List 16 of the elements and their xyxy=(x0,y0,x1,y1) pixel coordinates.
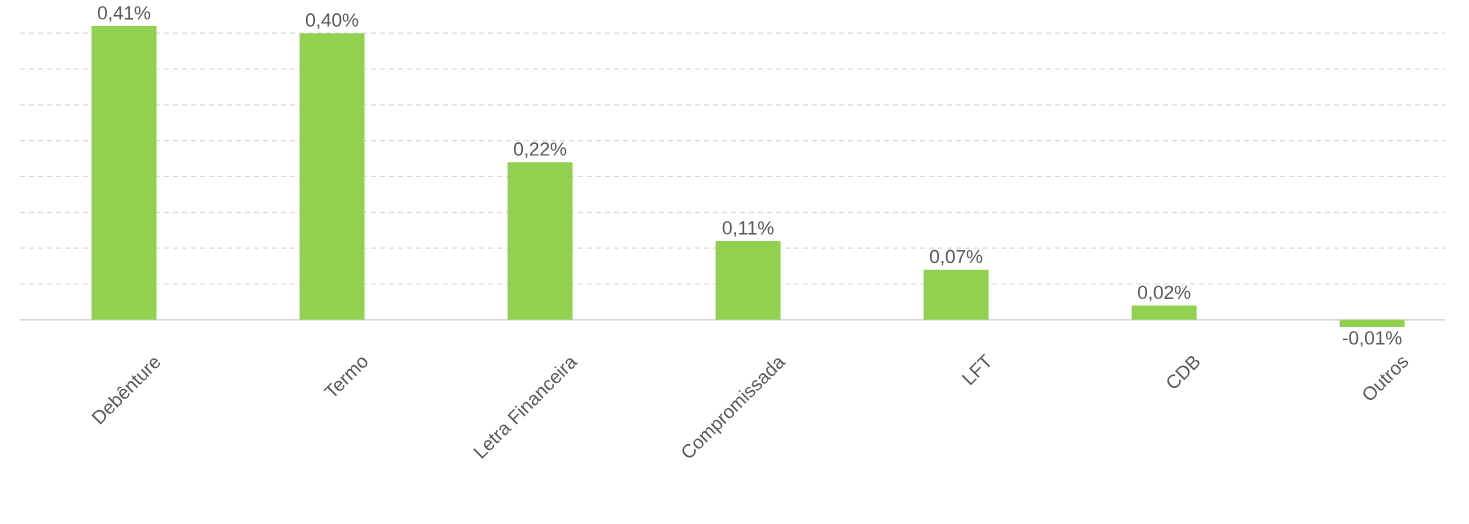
bar xyxy=(507,162,573,320)
bar xyxy=(1131,305,1197,320)
bar xyxy=(91,26,157,320)
x-tick-label: CDB xyxy=(1167,356,1200,388)
data-label: 0,07% xyxy=(930,249,983,266)
data-label: 0,11% xyxy=(722,221,774,237)
x-tick-label: LFT xyxy=(961,353,991,386)
bar xyxy=(715,241,781,320)
bar xyxy=(299,33,365,320)
bar xyxy=(1339,319,1405,327)
data-label: 0,02% xyxy=(1138,285,1191,302)
data-label: 0,41% xyxy=(97,6,151,22)
bar xyxy=(923,269,989,320)
data-label: -0,01% xyxy=(1343,331,1402,347)
data-label: 0,22% xyxy=(513,142,567,158)
data-label: 0,40% xyxy=(305,13,359,29)
